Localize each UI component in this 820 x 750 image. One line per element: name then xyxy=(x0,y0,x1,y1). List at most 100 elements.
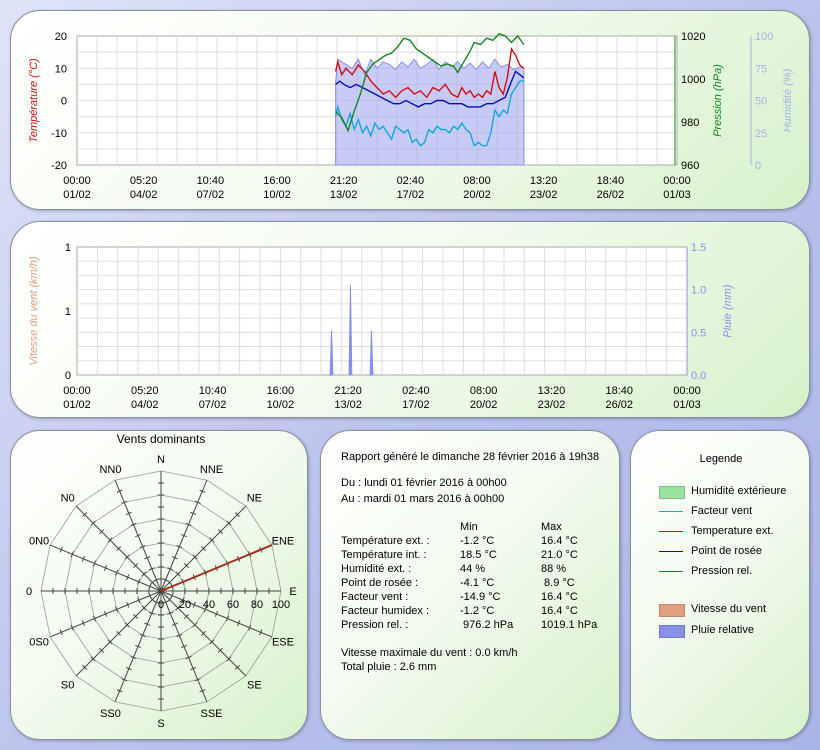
rose-tick xyxy=(192,622,198,628)
report-row-min: 44 % xyxy=(460,563,486,575)
x-tick-date: 01/03 xyxy=(663,189,691,201)
x-tick-time: 13:20 xyxy=(538,385,566,397)
report-header: Rapport généré le dimanche 28 février 20… xyxy=(341,451,600,463)
y-left-axis-label: Température (°C) xyxy=(28,58,40,143)
rose-tick xyxy=(99,647,105,653)
y-right-tick-label: 0.0 xyxy=(691,370,706,382)
rose-radial-label: 40 xyxy=(203,599,215,611)
wind-rain-chart: 1 1 0 1.5 1.0 0.5 0.0 Vitesse du vent (km/h) Plu… xyxy=(28,242,734,411)
x-tick-time: 00:00 xyxy=(673,385,701,397)
y-humidity-tick-label: 100 xyxy=(755,31,773,43)
rose-direction-label: S0 xyxy=(61,679,74,691)
y-right-tick-label: 1.0 xyxy=(691,285,706,297)
x-tick-date: 20/02 xyxy=(463,189,491,201)
report-period-to: Au : mardi 01 mars 2016 à 00h00 xyxy=(341,493,505,505)
rose-tick xyxy=(175,605,181,611)
rose-direction-label: NNE xyxy=(200,464,223,476)
report-max-wind: Vitesse maximale du vent : 0.0 km/h xyxy=(341,647,518,659)
report-row-max: 1019.1 hPa xyxy=(541,619,598,631)
rose-tick xyxy=(176,545,183,549)
report-row-min: -14.9 °C xyxy=(460,591,501,603)
rose-direction-label: ESE xyxy=(272,637,294,649)
rose-tick xyxy=(116,630,122,636)
rose-tick xyxy=(167,567,174,571)
report-row-min: -1.2 °C xyxy=(460,535,495,547)
x-tick-time: 05:20 xyxy=(130,175,158,187)
report-total-rain: Total pluie : 2.6 mm xyxy=(341,661,437,673)
rose-direction-label: S xyxy=(157,718,164,730)
x-tick-time: 16:00 xyxy=(263,175,291,187)
x-tick-date: 07/02 xyxy=(199,399,227,411)
x-tick-date: 23/02 xyxy=(538,399,566,411)
rose-tick xyxy=(135,533,142,538)
rose-tick xyxy=(107,537,113,543)
y-pressure-tick-label: 1020 xyxy=(681,31,705,43)
y-wind-axis-label: Vitesse du vent (km/h) xyxy=(28,256,40,366)
report-row-max: 8.9 °C xyxy=(541,577,575,589)
x-tick-time: 00:00 xyxy=(63,175,91,187)
x-tick-time: 21:20 xyxy=(334,385,362,397)
rose-radial-label: 60 xyxy=(227,599,239,611)
legend-label: Point de rosée xyxy=(691,545,762,557)
rose-tick xyxy=(92,615,97,622)
rose-tick xyxy=(200,546,206,552)
rose-tick xyxy=(234,512,240,518)
rose-tick xyxy=(144,556,151,560)
rose-tick xyxy=(192,554,198,560)
rose-tick xyxy=(171,556,178,560)
y-pressure-tick-label: 980 xyxy=(681,117,699,129)
rain-bar xyxy=(369,330,374,376)
rose-tick xyxy=(125,666,132,671)
y-rain-axis-label: Pluie (mm) xyxy=(722,284,734,338)
series-temperature-line xyxy=(334,46,525,99)
report-row-min: 18.5 °C xyxy=(460,549,497,561)
report-row-label: Facteur humidex : xyxy=(341,605,430,617)
x-tick-time: 10:40 xyxy=(197,175,225,187)
rose-tick xyxy=(81,555,86,562)
legend-title: Legende xyxy=(699,453,743,465)
rose-tick xyxy=(217,529,223,535)
x-tick-time: 05:20 xyxy=(131,385,159,397)
x-tick-time: 02:40 xyxy=(402,385,430,397)
y-left-tick-label: 20 xyxy=(55,31,67,43)
rose-tick xyxy=(141,571,147,577)
rose-tick xyxy=(185,522,192,527)
rose-tick xyxy=(126,574,130,581)
rose-tick xyxy=(70,551,74,558)
series-humidity-area xyxy=(335,58,525,166)
legend-label: Pluie relative xyxy=(691,624,754,636)
rose-tick xyxy=(133,563,139,569)
wind-rain-chart-panel: 1 1 0 1.5 1.0 0.5 0.0 Vitesse du vent (km/h) Plu… xyxy=(10,221,810,418)
report-row-min: 976.2 hPa xyxy=(460,619,514,631)
rose-tick xyxy=(176,633,183,637)
rose-tick xyxy=(209,537,215,543)
legend-label: Temperature ext. xyxy=(691,525,774,537)
legend-label: Facteur vent xyxy=(691,505,753,517)
rose-radial-label: 20 xyxy=(179,599,191,611)
x-tick-time: 08:00 xyxy=(470,385,498,397)
rose-tick xyxy=(190,511,197,516)
rose-direction-label: SSE xyxy=(201,708,223,720)
rose-tick xyxy=(199,489,206,493)
rose-tick xyxy=(175,571,181,577)
rose-tick xyxy=(148,567,155,571)
rose-tick xyxy=(171,622,178,626)
rose-direction-label: N0 xyxy=(61,493,75,505)
wind-rose-panel: Vents dominants N NNE NE ENE E ESE SE SSE S SS0 S0… xyxy=(10,430,308,740)
x-tick-date: 10/02 xyxy=(267,399,295,411)
y-pressure-tick-label: 1000 xyxy=(681,74,705,86)
x-tick-date: 01/03 xyxy=(673,399,701,411)
x-tick-date: 01/02 xyxy=(63,189,91,201)
rose-tick xyxy=(139,545,146,549)
x-tick-time: 00:00 xyxy=(63,385,91,397)
x-tick-date: 26/02 xyxy=(605,399,633,411)
report-col-max: Max xyxy=(541,521,562,533)
rose-tick xyxy=(199,689,206,693)
rose-radial-label: 80 xyxy=(251,599,263,611)
rose-direction-label: ENE xyxy=(272,535,295,547)
rain-bar xyxy=(329,330,334,376)
rose-tick xyxy=(90,656,96,662)
series-pressure-line xyxy=(335,32,525,133)
x-tick-time: 08:00 xyxy=(463,175,491,187)
legend-panel: Legende Humidité extérieure Facteur vent T… xyxy=(630,430,810,740)
